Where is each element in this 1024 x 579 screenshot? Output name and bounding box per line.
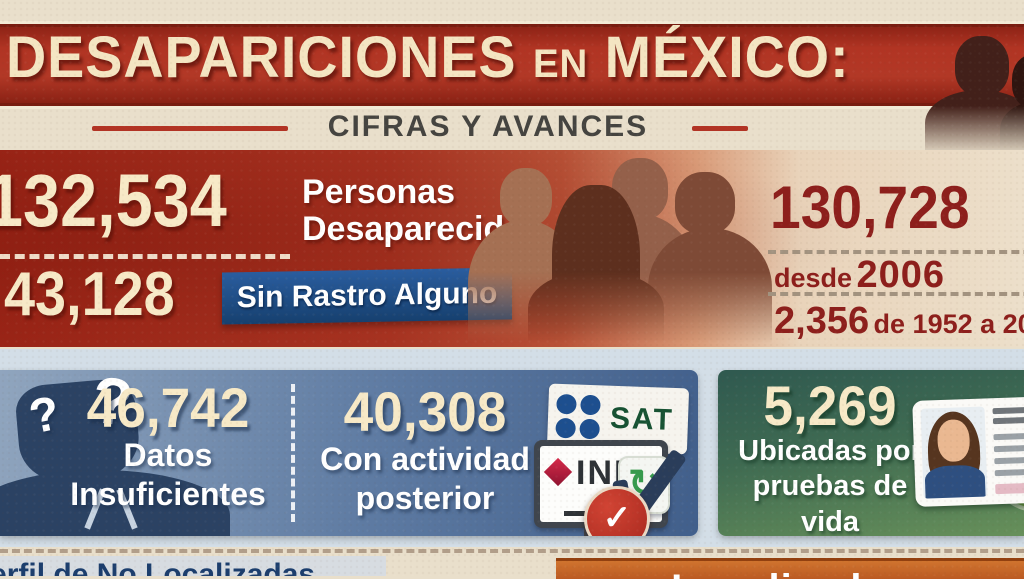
- card-label: Con actividad posterior: [306, 440, 544, 518]
- card-label: Datos Insuficientes: [52, 436, 284, 514]
- card-number: 40,308: [343, 380, 507, 443]
- card-label-line2: pruebas de vida: [752, 470, 908, 536]
- subtitle-rule-right: [692, 126, 748, 131]
- subtitle: CIFRAS Y AVANCES: [327, 110, 649, 143]
- stat-total-disappeared-number: 132,534: [0, 159, 227, 242]
- card-label-line1: Con actividad: [320, 441, 530, 477]
- stat-since-2006-number: 130,728: [770, 174, 970, 241]
- title-banner: DESAPARICIONES EN MÉXICO:: [0, 24, 1024, 106]
- historic-range: de 1952 a 202: [873, 309, 1024, 339]
- section-title-partial: Localizadas: [556, 567, 1024, 579]
- blue-stats-panel: ? ? 46,742 Datos Insuficientes 40,308 Co…: [0, 370, 698, 536]
- card-label-line1: Datos: [123, 437, 213, 473]
- card-label-line2: Insuficientes: [70, 476, 266, 513]
- title-tail: MÉXICO:: [604, 25, 850, 90]
- label-personas: Personas: [302, 173, 456, 211]
- id-card-icon: [912, 395, 1024, 507]
- ine-logo-icon: [543, 457, 573, 487]
- dashed-divider: [768, 250, 1024, 254]
- since-year: 2006: [856, 254, 946, 296]
- historic-number: 2,356: [774, 300, 870, 342]
- card-insufficient-data: 46,742 Datos Insuficientes: [52, 380, 284, 514]
- green-stats-panel: 5,269 Ubicadas por pruebas de vida ❯: [718, 370, 1024, 536]
- stat-historic: 2,356 de 1952 a 202: [774, 300, 1024, 343]
- sat-label: SAT: [609, 401, 675, 437]
- stat-since-2006-label: desde 2006: [774, 254, 945, 297]
- card-number: 46,742: [86, 376, 250, 439]
- card-number: 5,269: [763, 374, 897, 437]
- next-section-title-left: Perfil de No Localizadas: [0, 556, 386, 576]
- verified-check-icon: ✓: [584, 486, 650, 536]
- card-posterior-activity: 40,308 Con actividad posterior: [306, 384, 544, 518]
- dashed-divider: [0, 549, 1024, 553]
- right-stats-block: 130,728 desde 2006 2,356 de 1952 a 202: [768, 150, 1024, 347]
- page-title: DESAPARICIONES EN MÉXICO:: [6, 20, 850, 102]
- hero-stats-section: 132,534 Personas Desaparecidas 43,128 Si…: [0, 150, 1024, 347]
- title-main: DESAPARICIONES: [6, 25, 517, 90]
- section-title-partial: Perfil de No Localizadas: [0, 558, 316, 576]
- sat-logo-icon: [555, 393, 603, 442]
- stat-cards-section: ? ? 46,742 Datos Insuficientes 40,308 Co…: [0, 349, 1024, 547]
- title-conjunction: EN: [532, 42, 589, 86]
- person-silhouette-icon: [920, 28, 1024, 158]
- id-photo: [920, 406, 988, 499]
- card-label: Ubicadas por pruebas de vida: [730, 434, 930, 536]
- dashed-divider-vertical: [291, 384, 295, 522]
- card-label-line2: posterior: [355, 480, 495, 517]
- dashed-divider: [0, 254, 290, 259]
- missing-people-silhouettes: [468, 150, 778, 347]
- since-word: desde: [774, 263, 853, 293]
- card-located-alive: 5,269 Ubicadas por pruebas de vida: [730, 374, 930, 537]
- dashed-divider: [768, 292, 1024, 296]
- card-label-line1: Ubicadas por: [738, 435, 922, 467]
- subtitle-row: CIFRAS Y AVANCES: [0, 110, 1024, 150]
- subtitle-rule-left: [92, 126, 288, 131]
- stat-no-trace-number: 43,128: [4, 260, 175, 329]
